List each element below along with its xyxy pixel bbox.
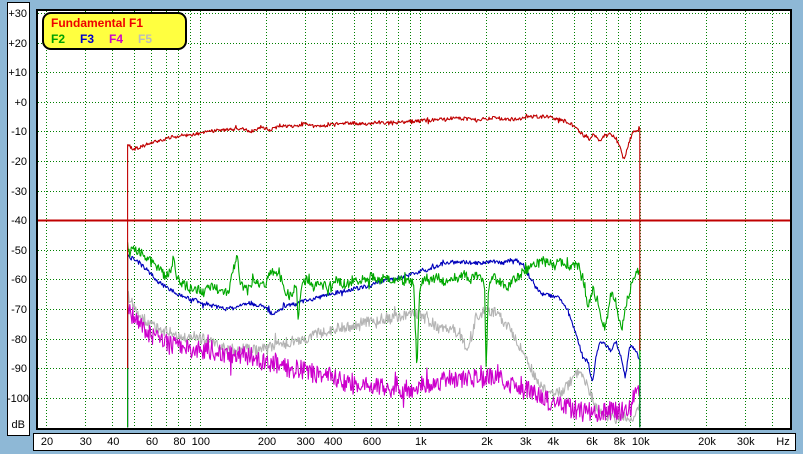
- x-tick-label: 60: [145, 436, 159, 448]
- x-tick-label: 10k: [631, 436, 650, 448]
- x-tick-label: 8k: [613, 436, 626, 448]
- x-tick-label: 300: [296, 436, 315, 448]
- legend: Fundamental F1 F2 F3 F4 F5: [42, 12, 187, 50]
- x-tick-label: 80: [173, 436, 186, 448]
- x-tick-label: 30k: [736, 436, 755, 448]
- y-tick-label: -50: [11, 244, 27, 257]
- x-tick-label: 30: [79, 436, 92, 448]
- x-tick-label: 2k: [481, 436, 493, 448]
- x-tick-label: 20k: [698, 436, 716, 448]
- chart-canvas[interactable]: [38, 11, 790, 428]
- grid: [38, 11, 790, 428]
- y-tick-label: -20: [11, 156, 27, 168]
- curve-f3: [127, 254, 641, 428]
- y-tick-label: -100: [7, 392, 30, 405]
- x-axis-unit: Hz: [776, 436, 790, 448]
- x-tick-label: 200: [257, 436, 277, 448]
- y-tick-label: -40: [11, 215, 27, 228]
- curve-f2: [127, 241, 641, 428]
- x-tick-label: 20: [40, 436, 54, 448]
- legend-item-f4: F4: [109, 32, 124, 46]
- legend-items: F2 F3 F4 F5: [51, 31, 185, 47]
- y-tick-label: -30: [11, 185, 27, 198]
- x-tick-label: 600: [362, 436, 382, 448]
- y-axis-unit: dB: [11, 419, 25, 431]
- plot-area[interactable]: [36, 9, 792, 430]
- x-tick-label: 400: [324, 436, 343, 448]
- curve-f4: [127, 301, 641, 428]
- x-axis: 20 30 40 60 80 100 200 300 400 600 1k 2k 3k 4k 6k 8k 10k…: [33, 433, 796, 451]
- x-tick-label: 1k: [414, 436, 427, 448]
- y-tick-label: -90: [11, 363, 27, 376]
- x-tick-label: 40: [107, 436, 120, 448]
- y-tick-label: -70: [11, 304, 27, 316]
- legend-item-f2: F2: [51, 32, 66, 46]
- x-tick-label: 3k: [519, 436, 532, 448]
- x-tick-label: 100: [191, 436, 210, 448]
- curve-f1: [127, 113, 641, 369]
- x-tick-label: 6k: [586, 436, 598, 448]
- x-tick-label: 4k: [547, 436, 560, 448]
- y-axis: +30 +20 +10 +0 -10 -20 -30 -40 -50 -60 -70 -80 -90 -1…: [7, 2, 30, 436]
- y-tick-label: +30: [8, 8, 27, 20]
- y-tick-label: -80: [11, 333, 27, 346]
- y-tick-label: -10: [11, 126, 27, 139]
- y-tick-label: +10: [8, 67, 27, 80]
- legend-item-f3: F3: [80, 32, 95, 46]
- y-tick-label: +20: [8, 37, 27, 50]
- legend-title: Fundamental F1: [51, 16, 144, 30]
- legend-item-f5: F5: [138, 32, 153, 46]
- y-tick-label: -60: [11, 274, 27, 287]
- y-tick-label: +0: [14, 96, 27, 109]
